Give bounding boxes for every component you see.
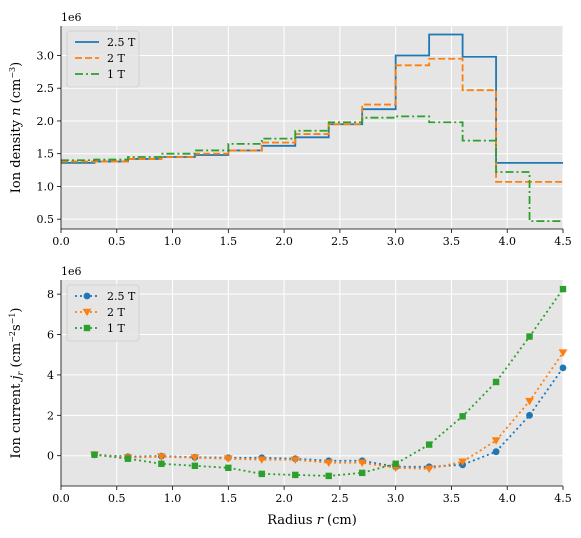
data-point — [325, 472, 332, 480]
legend-label: 2.5 T — [107, 290, 136, 303]
data-point — [124, 455, 132, 462]
data-point — [459, 413, 466, 420]
x-tick-label: 0.0 — [52, 235, 70, 248]
x-tick-label: 3.5 — [443, 492, 461, 505]
data-point — [91, 451, 98, 458]
data-point — [157, 453, 166, 461]
x-tick-label: 2.0 — [275, 235, 293, 248]
x-tick-label: 1.5 — [220, 235, 238, 248]
plot-background — [61, 26, 563, 229]
legend-marker — [83, 324, 91, 332]
series-1t — [91, 285, 567, 480]
x-tick-label: 2.0 — [275, 492, 293, 505]
y-tick-label: 2.0 — [37, 115, 55, 128]
data-point — [290, 456, 300, 464]
series-line — [94, 352, 564, 470]
y-offset-label: 1e6 — [61, 11, 82, 24]
data-point — [258, 470, 265, 478]
x-tick-label: 4.0 — [498, 235, 516, 248]
data-point — [225, 464, 232, 472]
y-tick-label: 1.5 — [37, 148, 55, 161]
x-tick-label: 2.5 — [331, 492, 349, 505]
legend-label: 2 T — [107, 52, 125, 65]
x-tick-label: 0.0 — [52, 492, 70, 505]
data-point — [525, 397, 534, 406]
x-axis-label: Radius r (cm) — [267, 513, 357, 528]
y-tick-label: 2.5 — [37, 82, 55, 95]
y-offset-label: 1e6 — [61, 265, 82, 278]
data-point — [292, 471, 299, 479]
x-tick-label: 3.0 — [387, 492, 405, 505]
data-point — [526, 411, 533, 419]
y-tick-label: 0 — [47, 450, 54, 463]
y-tick-label: 2 — [47, 409, 54, 422]
data-point — [223, 455, 233, 463]
legend-marker — [83, 292, 91, 300]
legend-label: 1 T — [107, 68, 125, 81]
data-point — [492, 378, 500, 386]
x-tick-label: 4.0 — [498, 492, 516, 505]
x-tick-label: 4.5 — [554, 492, 572, 505]
x-tick-label: 1.0 — [164, 235, 182, 248]
data-point — [424, 465, 434, 474]
series-2t — [61, 57, 563, 183]
y-axis-label: Ion density n (cm−3) — [8, 62, 24, 193]
y-axis-label: Ion current jr (cm−2s−1) — [8, 308, 25, 459]
y-tick-label: 0.5 — [37, 213, 55, 226]
y-tick-label: 6 — [47, 329, 54, 342]
data-point — [359, 469, 366, 477]
legend: 2.5 T 2 T 1 T — [66, 30, 140, 88]
y-tick-label: 4 — [47, 369, 54, 382]
data-point — [491, 437, 501, 445]
x-tick-label: 0.5 — [108, 235, 126, 248]
x-tick-label: 1.0 — [164, 492, 182, 505]
data-point — [257, 456, 267, 464]
legend-label: 2.5 T — [107, 36, 136, 49]
data-point — [559, 364, 567, 372]
legend-label: 2 T — [107, 306, 125, 319]
data-point — [357, 459, 367, 467]
data-point — [558, 349, 568, 357]
data-point — [158, 460, 165, 467]
data-point — [324, 459, 334, 467]
data-point — [191, 462, 199, 470]
legend: 2.5 T 2 T 1 T — [66, 284, 140, 342]
legend-box — [66, 30, 140, 88]
x-tick-label: 2.5 — [331, 235, 349, 248]
x-tick-label: 1.5 — [220, 492, 238, 505]
series-line — [61, 115, 563, 223]
x-tick-label: 3.5 — [443, 235, 461, 248]
chart-2: 0.0 0.5 1.0 1.5 2.0 2.5 3.0 3.5 4.0 4.5 0 2 4 6 8 1e6 Io… — [8, 265, 572, 528]
data-point — [492, 448, 500, 456]
series-line — [61, 57, 563, 183]
data-point — [190, 454, 200, 462]
chart-1: 0.0 0.5 1.0 1.5 2.0 2.5 3.0 3.5 4.0 4.5 0.5 1.0 1.5 2… — [8, 11, 572, 248]
data-point — [425, 441, 433, 448]
data-point — [458, 458, 467, 466]
legend-label: 1 T — [107, 322, 125, 335]
x-tick-label: 3.0 — [387, 235, 405, 248]
y-tick-label: 3.0 — [37, 49, 55, 62]
plot-background — [61, 280, 563, 486]
x-tick-label: 4.5 — [554, 235, 572, 248]
y-tick-label: 1.0 — [37, 180, 55, 193]
legend-marker — [82, 308, 92, 317]
x-tick-label: 0.5 — [108, 492, 126, 505]
data-point — [392, 460, 399, 467]
y-tick-label: 8 — [47, 288, 54, 301]
data-point — [559, 285, 567, 293]
data-point — [526, 333, 533, 340]
series-1t — [61, 115, 563, 223]
